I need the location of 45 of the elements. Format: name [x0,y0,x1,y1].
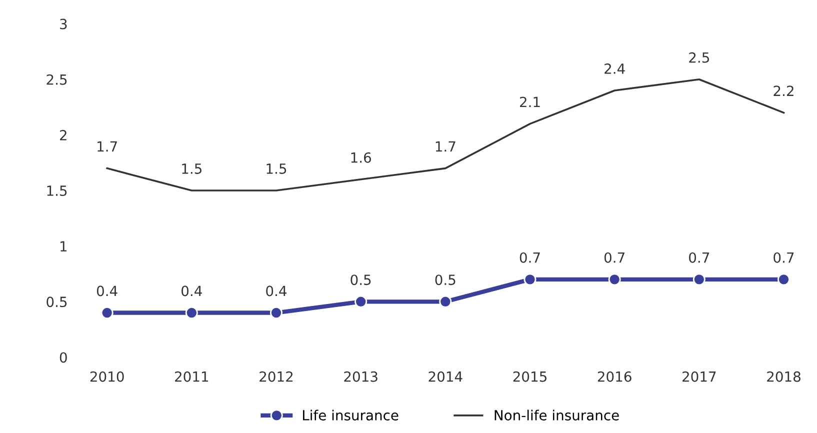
y-tick-label: 2 [60,130,66,140]
legend-label: Life insurance [303,410,398,420]
x-tick-label: 2015 [513,371,546,382]
y-tick-label: 0 [60,352,67,363]
data-label: 1.5 [266,164,286,174]
x-tick-label: 2011 [175,371,208,382]
data-label: 0.7 [520,252,540,263]
data-label: 1.6 [351,152,371,163]
data-label: 0.7 [604,252,624,263]
point [439,295,452,308]
data-label: 2.2 [774,86,794,96]
data-label: 1.5 [182,164,202,174]
point [185,306,198,320]
data-label: 0.7 [774,252,794,263]
x-tick-label: 2016 [598,371,632,382]
point [524,273,536,286]
y-tick-label: 1.5 [47,186,67,196]
data-label: 0.4 [182,286,202,296]
data-label: 0.5 [435,274,456,286]
x-tick-label: 2010 [90,371,124,382]
data-label: 0.4 [96,286,118,296]
x-tick-label: 2012 [260,371,293,382]
y-tick-label: 3 [60,18,67,30]
x-tick-label: 2013 [344,371,378,382]
point [100,306,114,320]
x-tick-label: 2018 [767,371,800,382]
legend-label: Non-life insurance [494,410,619,420]
data-label: 1.7 [98,141,117,152]
y-tick-label: 1 [60,241,67,252]
data-label: 2.1 [520,96,540,108]
data-label: 0.4 [266,286,287,296]
x-tick-label: 2017 [682,371,716,382]
y-tick-label: 0.5 [46,296,67,308]
data-label: 2.5 [689,52,709,63]
point [777,273,790,286]
point [608,273,621,286]
point [692,273,706,286]
data-label: 0.5 [350,274,371,286]
data-label: 0.7 [689,252,710,263]
x-tick-label: 2014 [428,371,462,382]
data-label: 1.7 [436,141,456,152]
point [270,306,282,320]
y-tick-label: 2.5 [46,74,67,85]
data-label: 2.4 [604,63,625,74]
point [354,295,368,308]
